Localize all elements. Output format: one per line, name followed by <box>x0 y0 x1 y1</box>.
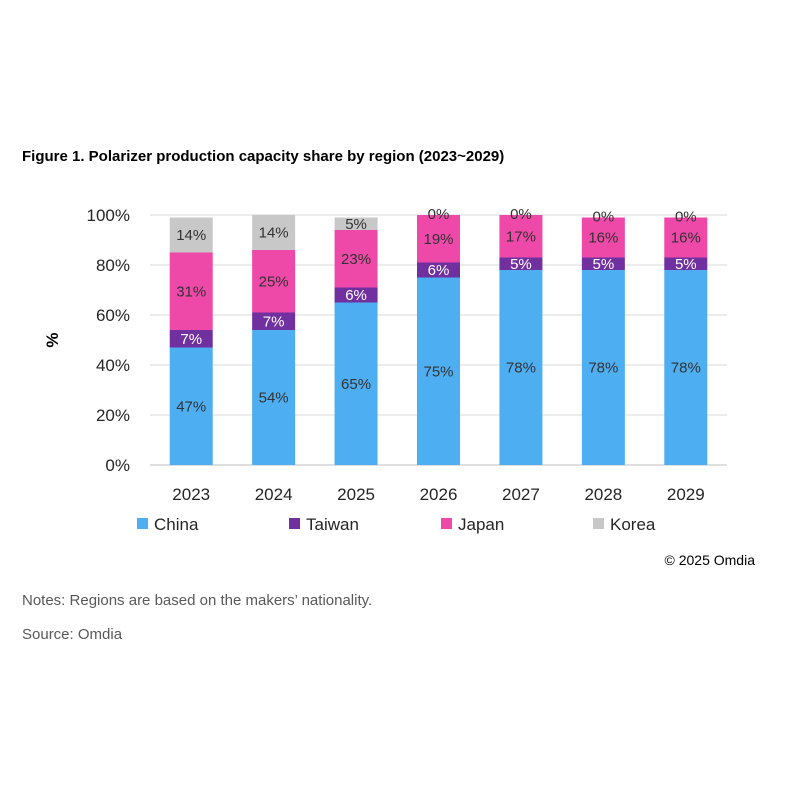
x-tick-label: 2026 <box>420 485 458 504</box>
bar-segment-korea <box>252 215 296 250</box>
data-label-japan: 31% <box>176 283 206 300</box>
y-tick-label: 60% <box>96 306 130 325</box>
data-label-japan: 19% <box>423 231 453 248</box>
bar-segment-china <box>581 270 625 465</box>
bar-segment-korea <box>169 217 213 253</box>
data-label-korea: 5% <box>345 216 367 233</box>
data-label-korea: 0% <box>510 206 532 223</box>
x-tick-label: 2025 <box>337 485 375 504</box>
bar-segment-china <box>169 347 213 465</box>
notes-text: Notes: Regions are based on the makers’ … <box>22 592 373 609</box>
bar-segment-china <box>252 330 296 465</box>
data-label-korea: 0% <box>428 206 450 223</box>
x-tick-label: 2027 <box>502 485 540 504</box>
bar-segment-japan <box>581 217 625 258</box>
data-label-korea: 14% <box>259 225 289 242</box>
data-label-taiwan: 6% <box>345 287 367 304</box>
stacked-bar-chart: 0% 20% 40% 60% 80% 100% % 47% 7% 31% 14% 54% 7% 25%… <box>43 206 727 534</box>
data-label-taiwan: 7% <box>180 331 202 348</box>
source-text: Source: Omdia <box>22 626 123 643</box>
data-label-china: 65% <box>341 376 371 393</box>
legend: China Taiwan Japan Korea <box>137 515 656 534</box>
data-label-china: 47% <box>176 398 206 415</box>
legend-label-japan: Japan <box>458 515 504 534</box>
x-tick-label: 2023 <box>172 485 210 504</box>
bar-segment-taiwan <box>581 257 625 270</box>
data-label-korea: 14% <box>176 227 206 244</box>
y-tick-label: 100% <box>87 206 130 225</box>
y-tick-label: 40% <box>96 356 130 375</box>
chart-title: Figure 1. Polarizer production capacity … <box>22 148 505 165</box>
bar-segment-china <box>334 302 378 465</box>
y-tick-label: 80% <box>96 256 130 275</box>
y-tick-label: 0% <box>105 456 130 475</box>
data-label-japan: 23% <box>341 251 371 268</box>
bar-segment-taiwan <box>417 262 460 278</box>
data-label-taiwan: 5% <box>510 256 532 273</box>
bar-segment-china <box>499 270 543 465</box>
legend-label-korea: Korea <box>610 515 656 534</box>
y-axis-label: % <box>43 332 62 347</box>
copyright-text: © 2025 Omdia <box>664 552 755 568</box>
bar-segment-taiwan <box>499 257 543 270</box>
data-label-taiwan: 5% <box>675 256 697 273</box>
x-tick-label: 2029 <box>667 485 705 504</box>
bar-segment-japan <box>499 215 543 258</box>
legend-label-taiwan: Taiwan <box>306 515 359 534</box>
data-label-korea: 0% <box>675 209 697 226</box>
data-label-china: 78% <box>588 360 618 377</box>
bar-segment-japan <box>169 252 213 330</box>
x-tick-label: 2028 <box>584 485 622 504</box>
bar-segment-taiwan <box>664 257 708 270</box>
bar-segment-japan <box>664 217 708 258</box>
data-label-taiwan: 7% <box>263 313 285 330</box>
data-label-taiwan: 6% <box>428 262 450 279</box>
y-tick-label: 20% <box>96 406 130 425</box>
legend-label-china: China <box>154 515 199 534</box>
y-axis-ticks: 0% 20% 40% 60% 80% 100% <box>87 206 130 475</box>
data-label-china: 78% <box>506 360 536 377</box>
legend-swatch-japan <box>441 518 452 529</box>
bar-segment-taiwan <box>252 312 296 330</box>
bar-segment-china <box>664 270 708 465</box>
legend-swatch-taiwan <box>289 518 300 529</box>
data-label-china: 54% <box>259 390 289 407</box>
data-label-china: 78% <box>671 360 701 377</box>
bar-segment-taiwan <box>334 287 378 303</box>
bar-segment-japan <box>334 230 378 288</box>
data-label-korea: 0% <box>593 209 615 226</box>
legend-swatch-korea <box>593 518 604 529</box>
bar-segment-korea <box>334 217 378 230</box>
data-label-japan: 16% <box>671 230 701 247</box>
data-label-japan: 16% <box>588 230 618 247</box>
data-label-china: 75% <box>423 363 453 380</box>
bars: 47% 7% 31% 14% 54% 7% 25% 14% 65% 6% 23% 5% 75% 6% 19%… <box>169 206 708 465</box>
data-label-taiwan: 5% <box>593 256 615 273</box>
data-label-japan: 25% <box>259 273 289 290</box>
bar-segment-china <box>417 277 460 465</box>
bar-segment-taiwan <box>169 330 213 348</box>
bar-segment-japan <box>252 250 296 313</box>
data-label-japan: 17% <box>506 228 536 245</box>
x-axis-ticks: 2023 2024 2025 2026 2027 2028 2029 <box>172 485 704 504</box>
bar-segment-japan <box>417 215 460 263</box>
x-tick-label: 2024 <box>255 485 293 504</box>
legend-swatch-china <box>137 518 148 529</box>
